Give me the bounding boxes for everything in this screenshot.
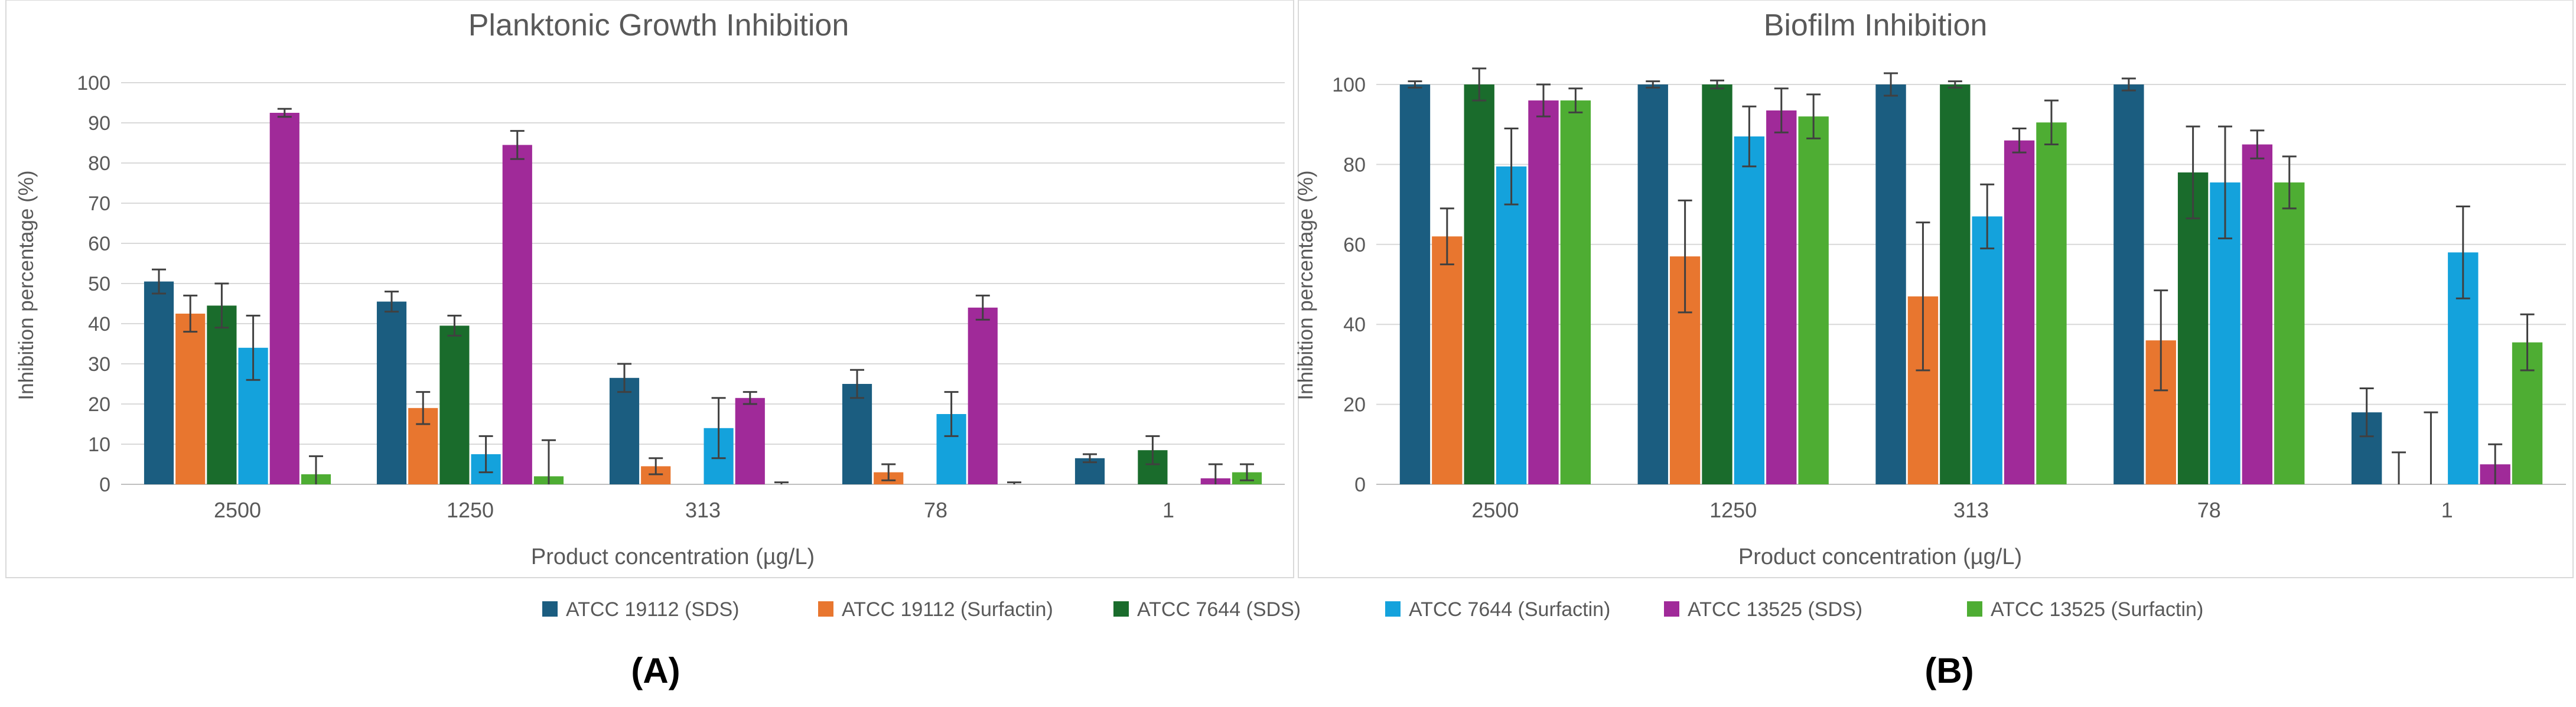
y-tick-label: 60	[1343, 234, 1366, 256]
bar	[2274, 182, 2305, 484]
legend-swatch	[1385, 601, 1401, 617]
legend-label: ATCC 13525 (SDS)	[1688, 598, 1862, 621]
bar	[842, 384, 872, 484]
bar	[1637, 84, 1668, 484]
y-tick-label: 20	[1343, 394, 1366, 416]
bar	[2004, 140, 2035, 484]
legend-label: ATCC 7644 (Surfactin)	[1409, 598, 1610, 621]
chart-panel-a: Planktonic Growth Inhibition Inhibition …	[5, 0, 1294, 578]
legend: ATCC 19112 (SDS) ATCC 19112 (Surfactin) AT…	[542, 598, 2203, 621]
chart-title: Biofilm Inhibition	[1764, 8, 1988, 43]
x-tick-label: 1250	[447, 498, 494, 522]
bar	[1972, 216, 2002, 484]
y-tick-label: 0	[1354, 474, 1366, 496]
bar	[1798, 116, 1829, 484]
bar	[439, 325, 470, 484]
y-tick-label: 20	[88, 393, 110, 416]
legend-item: ATCC 19112 (SDS)	[542, 598, 740, 621]
legend-swatch	[542, 601, 558, 617]
y-tick-label: 40	[1343, 314, 1366, 336]
y-axis-label: Inhibition percentage (%)	[15, 170, 38, 400]
y-tick-label: 70	[88, 193, 110, 215]
bar	[376, 301, 407, 484]
x-tick-label: 2500	[214, 498, 261, 522]
legend-label: ATCC 19112 (Surfactin)	[842, 598, 1053, 621]
bar	[735, 398, 765, 484]
legend-swatch	[818, 601, 833, 617]
x-tick-label: 313	[685, 498, 721, 522]
legend-swatch	[1967, 601, 1982, 617]
y-tick-label: 100	[77, 72, 110, 95]
bar	[968, 307, 998, 484]
bar	[1399, 84, 1431, 484]
bar	[1766, 110, 1797, 484]
legend-label: ATCC 13525 (Surfactin)	[1991, 598, 2203, 621]
bar	[2177, 172, 2209, 484]
y-tick-label: 60	[88, 233, 110, 255]
legend-item: ATCC 13525 (SDS)	[1664, 598, 1862, 621]
legend-label: ATCC 7644 (SDS)	[1137, 598, 1301, 621]
panel-label-a: (A)	[631, 651, 680, 690]
chart-panel-b: Biofilm Inhibition Inhibition percentage…	[1294, 0, 2574, 578]
y-axis-label: Inhibition percentage (%)	[1294, 170, 1317, 400]
legend-item: ATCC 19112 (Surfactin)	[818, 598, 1053, 621]
bar	[1702, 84, 1732, 484]
y-tick-label: 40	[88, 313, 110, 335]
bar	[269, 113, 299, 484]
y-tick-label: 50	[88, 273, 110, 295]
legend-item: ATCC 7644 (Surfactin)	[1385, 598, 1610, 621]
y-tick-label: 10	[88, 434, 110, 456]
bar	[2113, 84, 2144, 484]
bar	[1528, 100, 1559, 484]
x-tick-label: 313	[1953, 498, 1989, 522]
bar	[2036, 122, 2067, 484]
panel-label-b: (B)	[1924, 651, 1973, 690]
x-tick-label: 2500	[1471, 498, 1519, 522]
plot-area: 0 20 40 60 80 100 2500 1250 313 78 1	[1332, 67, 2566, 522]
y-tick-label: 100	[1332, 74, 1366, 96]
legend-label: ATCC 19112 (SDS)	[566, 598, 740, 621]
legend-item: ATCC 7644 (SDS)	[1113, 598, 1301, 621]
x-tick-label: 78	[2197, 498, 2221, 522]
legend-swatch	[1113, 601, 1129, 617]
bar	[207, 305, 237, 484]
bar	[175, 314, 206, 484]
bar	[2242, 144, 2273, 485]
x-tick-label: 78	[924, 498, 947, 522]
x-axis-label: Product concentration (µg/L)	[1738, 545, 2022, 569]
x-tick-label: 1250	[1709, 498, 1757, 522]
y-tick-label: 80	[88, 152, 110, 175]
y-tick-label: 0	[99, 474, 110, 496]
bar	[1560, 100, 1591, 484]
bar	[1432, 236, 1463, 484]
x-tick-label: 1	[1162, 498, 1174, 522]
bar	[144, 281, 174, 484]
plot-area: 0 10 20 30 40 50 60 70 80 90 100 2500 1250 313 78 1	[77, 72, 1285, 522]
bar	[1734, 136, 1765, 484]
y-tick-label: 90	[88, 112, 110, 135]
bar	[1940, 84, 1971, 484]
bar	[1496, 166, 1527, 484]
chart-title: Planktonic Growth Inhibition	[468, 8, 849, 43]
bar	[609, 377, 640, 484]
x-axis-label: Product concentration (µg/L)	[531, 545, 815, 569]
bar	[502, 145, 532, 484]
y-tick-label: 30	[88, 353, 110, 376]
legend-item: ATCC 13525 (Surfactin)	[1967, 598, 2203, 621]
legend-swatch	[1664, 601, 1679, 617]
y-tick-label: 80	[1343, 154, 1366, 176]
x-tick-label: 1	[2441, 498, 2453, 522]
bar	[1875, 84, 1906, 484]
bar	[1464, 84, 1494, 484]
